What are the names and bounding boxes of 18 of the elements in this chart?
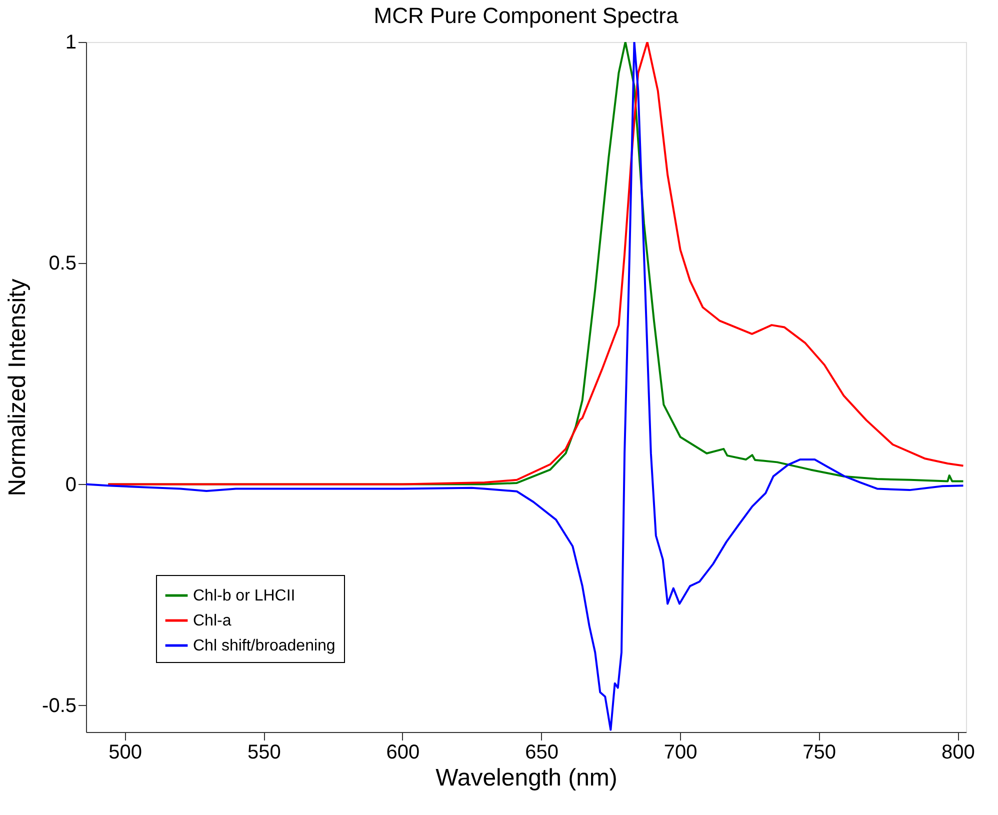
y-tick-label: 0.5 — [48, 252, 76, 275]
chart-title: MCR Pure Component Spectra — [374, 3, 679, 28]
x-tick-label: 550 — [247, 742, 281, 764]
y-axis-title: Normalized Intensity — [4, 278, 32, 496]
line-series — [107, 42, 964, 486]
x-tick-label: 600 — [386, 742, 420, 764]
legend-label: Chl-a — [193, 612, 232, 630]
x-tick-label: 700 — [664, 742, 698, 764]
x-tick-label: 650 — [525, 742, 558, 764]
x-tick-label: 800 — [941, 742, 975, 764]
x-tick-label: 750 — [802, 742, 836, 764]
y-tick-label: 0 — [65, 474, 76, 496]
legend-label: Chl-b or LHCII — [193, 588, 296, 604]
y-tick-label: 1 — [65, 32, 76, 54]
x-axis-title: Wavelength (nm) — [436, 764, 618, 792]
legend-label: Chl shift/broadening — [193, 638, 336, 654]
y-tick-label: -0.5 — [42, 694, 76, 717]
x-tick-label: 500 — [108, 742, 142, 764]
